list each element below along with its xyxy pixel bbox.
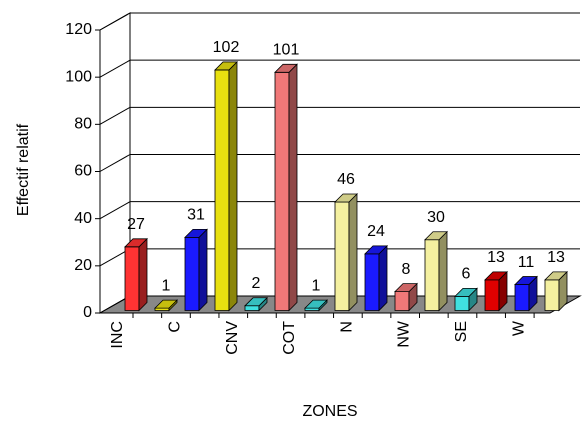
bar xyxy=(244,296,268,312)
bar-face xyxy=(334,193,358,203)
y-tick-label: 100 xyxy=(65,68,92,85)
bar-face xyxy=(124,246,140,311)
bar xyxy=(454,287,478,312)
data-label: 1 xyxy=(162,277,171,294)
data-label: 8 xyxy=(402,261,411,278)
bar-face xyxy=(288,63,298,312)
grid-line xyxy=(99,201,131,220)
grid-line xyxy=(99,106,131,125)
x-tick-label: NW xyxy=(396,320,413,348)
bar-face xyxy=(244,297,268,307)
bar-face xyxy=(184,228,208,238)
bar-face xyxy=(274,71,290,311)
data-label: 6 xyxy=(462,266,471,283)
data-label: 24 xyxy=(367,223,385,240)
bar-face xyxy=(198,228,208,312)
bar-face xyxy=(484,271,508,281)
data-label: 31 xyxy=(187,207,205,224)
bar-face xyxy=(378,244,388,312)
bar xyxy=(364,244,388,312)
bar-face xyxy=(394,291,410,311)
x-tick-label: SE xyxy=(453,321,470,342)
y-tick-label: 40 xyxy=(74,210,92,227)
bar-face xyxy=(438,230,448,312)
x-tick-label: N xyxy=(338,321,355,333)
data-label: 46 xyxy=(337,171,355,188)
bar-face xyxy=(364,253,380,311)
bar xyxy=(544,270,568,312)
x-tick-label: INC xyxy=(109,321,126,349)
bar xyxy=(274,63,298,312)
y-tick-label: 20 xyxy=(74,257,92,274)
bar xyxy=(514,275,538,312)
bar-face xyxy=(138,237,148,312)
bar-face xyxy=(274,63,298,73)
grid-line xyxy=(99,154,131,172)
bar-face xyxy=(334,201,350,311)
bar-face xyxy=(454,295,470,311)
bar-face xyxy=(214,69,230,311)
bar-face xyxy=(124,238,148,248)
data-label: 27 xyxy=(127,216,145,233)
data-label: 30 xyxy=(427,209,445,226)
bar-face xyxy=(304,299,328,309)
x-tick-label: W xyxy=(510,320,527,336)
y-tick-label: 120 xyxy=(65,21,92,38)
data-label: 13 xyxy=(547,249,565,266)
data-label: 2 xyxy=(252,275,261,292)
bar xyxy=(304,299,328,312)
bar-face xyxy=(544,279,560,311)
bar-face xyxy=(394,283,418,293)
data-label: 11 xyxy=(518,254,535,271)
y-axis-label: Effectif relatif xyxy=(15,123,32,216)
bar xyxy=(394,282,418,312)
grid-line xyxy=(99,59,131,78)
data-label: 101 xyxy=(273,42,300,59)
bar xyxy=(124,237,148,312)
bar-face xyxy=(244,305,260,311)
x-tick-label: COT xyxy=(281,321,298,355)
x-tick-label: CNV xyxy=(224,321,241,355)
bar-face xyxy=(228,60,238,312)
y-tick-label: 60 xyxy=(74,163,92,180)
bar xyxy=(154,299,178,312)
bar xyxy=(184,228,208,312)
grid-line xyxy=(99,12,131,31)
x-axis-label: ZONES xyxy=(302,403,357,420)
bar xyxy=(214,60,238,312)
bar-face xyxy=(514,276,538,285)
data-label: 102 xyxy=(213,39,240,56)
bar-face xyxy=(348,193,358,312)
y-tick-label: 0 xyxy=(83,304,92,321)
bar-face xyxy=(154,299,178,309)
bar-face xyxy=(364,245,388,255)
bar-face xyxy=(424,239,440,311)
bar-face xyxy=(514,284,530,311)
bar-face xyxy=(454,287,478,297)
y-tick-label: 80 xyxy=(74,116,92,133)
bar-face xyxy=(214,61,238,71)
bar xyxy=(334,193,358,312)
data-label: 1 xyxy=(312,277,321,294)
bar-face xyxy=(424,231,448,241)
bar xyxy=(484,270,508,312)
bar-face xyxy=(544,271,568,281)
bar-face xyxy=(184,236,200,311)
bar xyxy=(424,230,448,312)
data-label: 13 xyxy=(487,249,505,266)
bar-face xyxy=(484,279,500,311)
x-tick-label: C xyxy=(167,321,184,333)
